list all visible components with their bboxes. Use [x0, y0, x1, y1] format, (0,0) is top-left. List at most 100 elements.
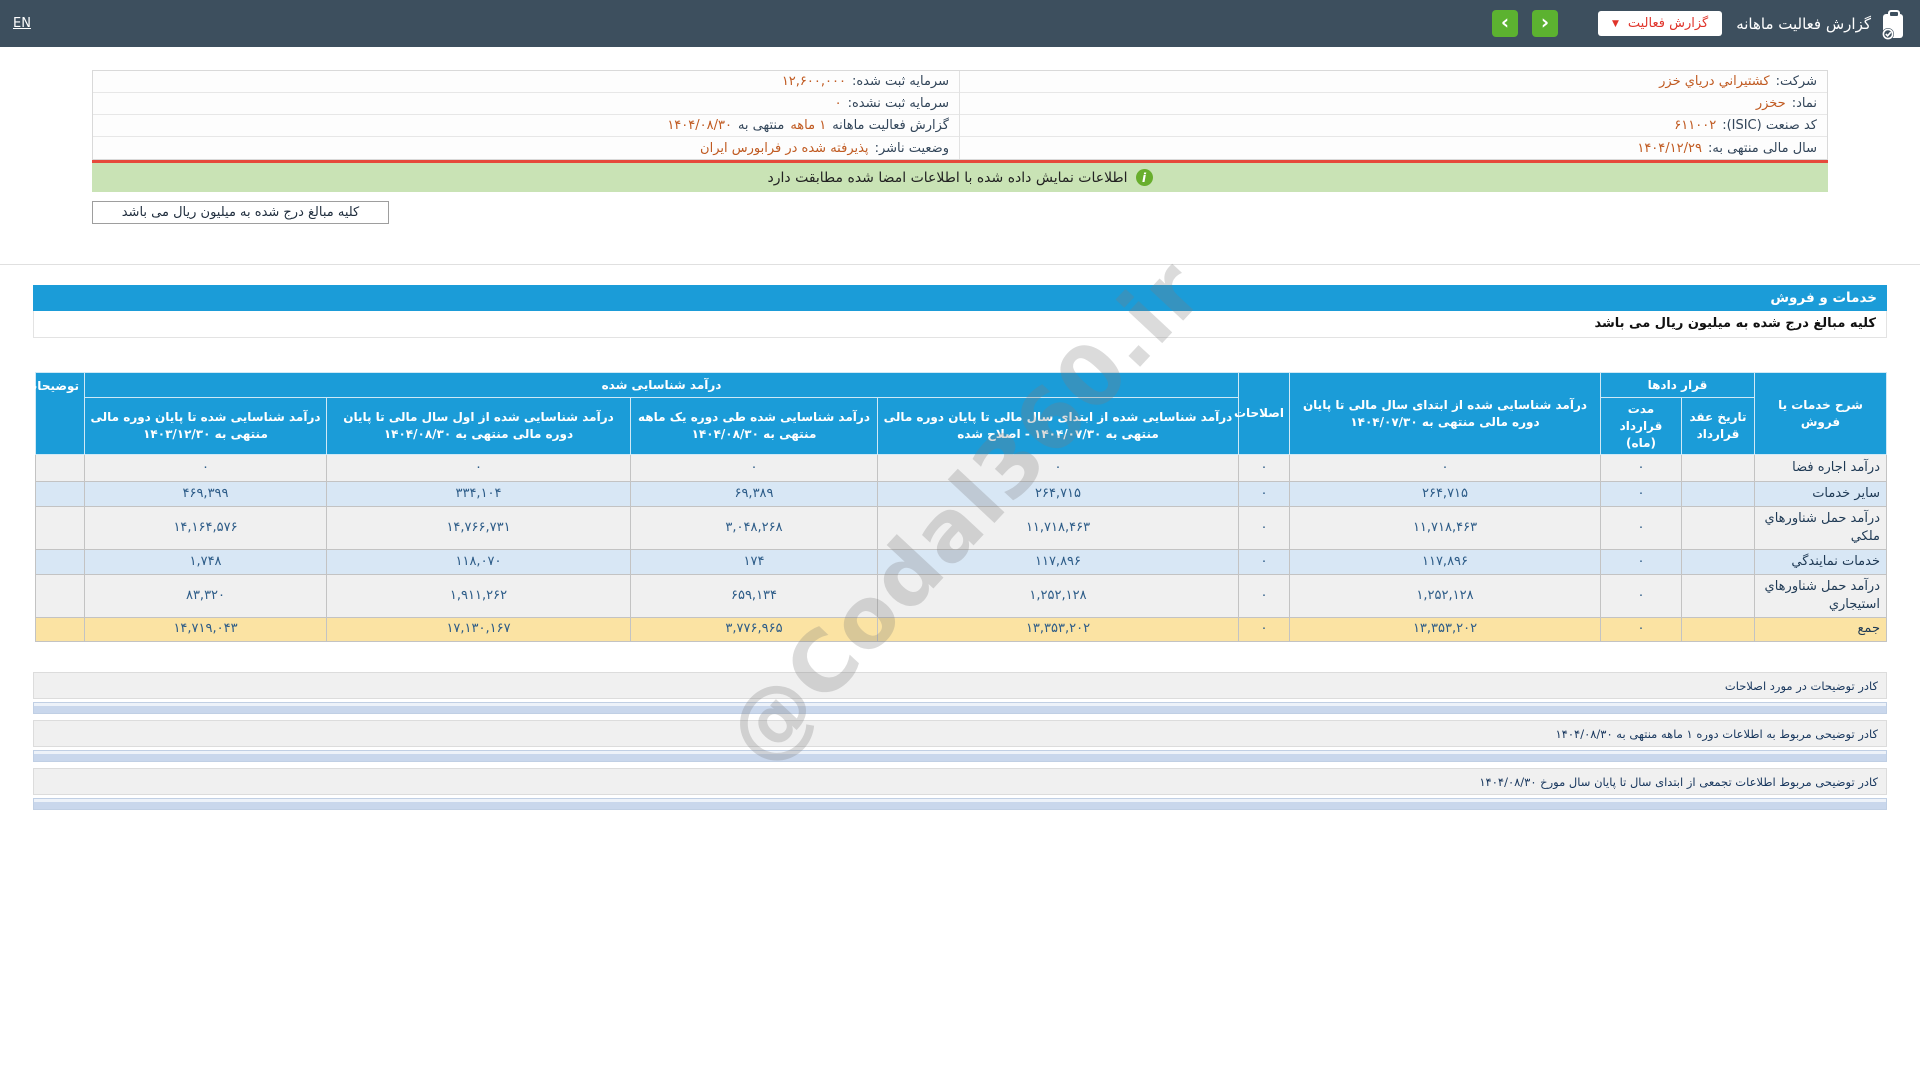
- cell-rev-prev-year: ۴۶۹,۳۹۹: [84, 481, 327, 508]
- amendments-comment-box: [33, 702, 1887, 715]
- registered-capital-label: سرمایه ثبت شده:: [851, 74, 949, 89]
- company-info-table: شرکت: کشتيراني درياي خزر نماد: حخزر کد ص…: [92, 70, 1828, 160]
- cell-rev-to-0730: ۱۱,۷۱۸,۴۶۳: [1289, 506, 1601, 551]
- registered-capital-row: سرمایه ثبت شده: ۱۲,۶۰۰,۰۰۰: [93, 71, 959, 93]
- col-header-amendments: اصلاحات: [1234, 371, 1290, 456]
- report-type-dropdown[interactable]: گزارش فعالیت ▼: [1597, 11, 1723, 36]
- cell-contract-date: [1681, 481, 1755, 508]
- col-header-rev-one-month: درآمد شناسایی شده طی دوره یک ماهه منتهی …: [630, 396, 878, 456]
- monthly-report-clipboard-icon[interactable]: [1881, 9, 1907, 40]
- table-row-other-services: سایر خدمات ۰ ۲۶۴,۷۱۵ ۰ ۲۶۴,۷۱۵ ۶۹,۳۸۹ ۳۳…: [35, 481, 1887, 508]
- group-header-contracts: قرار دادها: [1600, 372, 1755, 398]
- cell-rev-ytd: ۳۳۴,۱۰۴: [326, 481, 631, 508]
- cell-rev-prev-year: ۱۴,۷۱۹,۰۴۳: [84, 617, 327, 643]
- cell-rev-one-month: ۰: [630, 454, 878, 483]
- monthly-comment-header: کادر توضیحی مربوط به اطلاعات دوره ۱ ماهه…: [33, 720, 1887, 748]
- report-type-dropdown-label: گزارش فعالیت: [1627, 16, 1709, 31]
- fiscal-year-row: سال مالی منتهی به: ۱۴۰۴/۱۲/۲۹: [960, 137, 1827, 159]
- cumulative-comment-header: کادر توضیحی مربوط اطلاعات تجمعی از ابتدا…: [33, 768, 1887, 796]
- col-header-rev-0730-amended: درآمد شناسایی شده از ابتدای سال مالی تا …: [877, 396, 1239, 456]
- cell-notes: [35, 481, 85, 508]
- issuer-status-value: پذيرفته شده در فرابورس ايران: [700, 140, 869, 156]
- info-icon: i: [1135, 169, 1153, 186]
- cell-contract-duration: ۰: [1600, 574, 1682, 619]
- cell-rev-to-0730: ۲۶۴,۷۱۵: [1289, 481, 1601, 508]
- row-label: سایر خدمات: [1754, 481, 1887, 508]
- cell-amendments: ۰: [1238, 549, 1290, 576]
- cell-rev-ytd: ۱۱۸,۰۷۰: [326, 549, 631, 576]
- table-row-space-rental: درآمد اجاره فضا ۰ ۰ ۰ ۰ ۰ ۰ ۰: [35, 454, 1887, 483]
- group-header-recognized-revenue: درآمد شناسایی شده: [84, 372, 1239, 398]
- cell-rev-to-0730: ۱,۲۵۲,۱۲۸: [1289, 574, 1601, 619]
- previous-report-button[interactable]: ›: [1491, 10, 1518, 37]
- cell-contract-date: [1681, 617, 1755, 643]
- services-sales-section: خدمات و فروش کلیه مبالغ درج شده به میلیو…: [33, 285, 1887, 338]
- page-title: گزارش فعالیت ماهانه: [1736, 14, 1871, 33]
- cell-contract-date: [1681, 574, 1755, 619]
- company-info-right-column: شرکت: کشتيراني درياي خزر نماد: حخزر کد ص…: [960, 71, 1827, 159]
- col-header-rev-prev-year: درآمد شناسایی شده تا پایان دوره مالی منت…: [84, 396, 327, 456]
- next-report-button[interactable]: ‹: [1531, 10, 1558, 37]
- signature-match-text: اطلاعات نمایش داده شده با اطلاعات امضا ش…: [767, 169, 1128, 186]
- registered-capital-value: ۱۲,۶۰۰,۰۰۰: [781, 74, 846, 89]
- row-label: درآمد حمل شناورهاي استيجاري: [1754, 574, 1887, 619]
- issuer-status-row: وضعیت ناشر: پذيرفته شده در فرابورس ايران: [93, 137, 959, 159]
- cell-notes: [35, 574, 85, 619]
- fiscal-year-label: سال مالی منتهی به:: [1707, 140, 1817, 156]
- section-header: خدمات و فروش: [33, 285, 1887, 311]
- cell-amendments: ۰: [1238, 617, 1290, 643]
- cell-contract-date: [1681, 549, 1755, 576]
- cell-rev-to-0730: ۰: [1289, 454, 1601, 483]
- cell-contract-duration: ۰: [1600, 506, 1682, 551]
- page-divider: [0, 264, 1920, 265]
- company-name-value: کشتيراني درياي خزر: [1659, 74, 1770, 89]
- cell-contract-date: [1681, 506, 1755, 551]
- cell-rev-prev-year: ۱۴,۱۶۴,۵۷۶: [84, 506, 327, 551]
- row-label: خدمات نمایندگي: [1754, 549, 1887, 576]
- cell-rev-prev-year: ۰: [84, 454, 327, 483]
- section-unit-note: کلیه مبالغ درج شده به میلیون ریال می باش…: [33, 311, 1887, 338]
- cell-notes: [35, 617, 85, 643]
- symbol-row: نماد: حخزر: [960, 93, 1827, 115]
- cell-rev-to-0730: ۱۱۷,۸۹۶: [1289, 549, 1601, 576]
- report-period-value: ۱ ماهه: [790, 118, 827, 133]
- comment-sections: کادر توضیحات در مورد اصلاحات کادر توضیحی…: [33, 672, 1887, 811]
- cell-amendments: ۰: [1238, 481, 1290, 508]
- cell-contract-duration: ۰: [1600, 481, 1682, 508]
- chevron-right-icon: ›: [1500, 10, 1510, 34]
- cell-contract-date: [1681, 454, 1755, 483]
- col-header-contract-duration: مدت قرارداد (ماه): [1600, 396, 1682, 456]
- symbol-value: حخزر: [1755, 96, 1786, 111]
- isic-value: ۶۱۱۰۰۲: [1674, 118, 1717, 133]
- unregistered-capital-value: ۰: [834, 96, 842, 111]
- unit-note-row: کلیه مبالغ درج شده به میلیون ریال می باش…: [0, 192, 1920, 224]
- cell-rev-prev-year: ۱,۷۴۸: [84, 549, 327, 576]
- chevron-left-icon: ‹: [1540, 10, 1550, 34]
- unregistered-capital-label: سرمایه ثبت نشده:: [847, 96, 949, 111]
- chevron-down-icon: ▼: [1611, 18, 1619, 29]
- report-period-row: گزارش فعالیت ماهانه ۱ ماهه منتهی به ۱۴۰۴…: [93, 115, 959, 137]
- col-header-description: شرح خدمات یا فروش: [1754, 371, 1887, 456]
- row-label: درآمد حمل شناورهاي ملکي: [1754, 506, 1887, 551]
- cell-amendments: ۰: [1238, 506, 1290, 551]
- isic-label: کد صنعت (ISIC):: [1722, 118, 1817, 133]
- cell-notes: [35, 454, 85, 483]
- company-info-left-column: سرمایه ثبت شده: ۱۲,۶۰۰,۰۰۰ سرمایه ثبت نش…: [93, 71, 960, 159]
- report-period-label2: منتهی به: [737, 118, 785, 133]
- table-row-owned-vessels: درآمد حمل شناورهاي ملکي ۰ ۱۱,۷۱۸,۴۶۳ ۰ ۱…: [35, 506, 1887, 551]
- fiscal-year-value: ۱۴۰۴/۱۲/۲۹: [1637, 140, 1702, 156]
- cell-rev-ytd: ۱,۹۱۱,۲۶۲: [326, 574, 631, 619]
- red-divider: [92, 160, 1828, 163]
- amendments-comment-header: کادر توضیحات در مورد اصلاحات: [33, 672, 1887, 700]
- services-sales-table: شرح خدمات یا فروش قرار دادها درآمد شناسا…: [25, 371, 1887, 643]
- unregistered-capital-row: سرمایه ثبت نشده: ۰: [93, 93, 959, 115]
- language-switch-en[interactable]: EN: [13, 16, 31, 31]
- row-label: درآمد اجاره فضا: [1754, 454, 1887, 483]
- cumulative-comment-box: [33, 798, 1887, 811]
- cell-rev-0730-amended: ۱۳,۳۵۳,۲۰۲: [877, 617, 1239, 643]
- unit-note-button[interactable]: کلیه مبالغ درج شده به میلیون ریال می باش…: [92, 201, 389, 224]
- cell-rev-prev-year: ۸۳,۳۲۰: [84, 574, 327, 619]
- cell-rev-one-month: ۱۷۴: [630, 549, 878, 576]
- cell-rev-0730-amended: ۱۱,۷۱۸,۴۶۳: [877, 506, 1239, 551]
- top-bar: گزارش فعالیت ماهانه گزارش فعالیت ▼ ‹ › E…: [0, 0, 1920, 47]
